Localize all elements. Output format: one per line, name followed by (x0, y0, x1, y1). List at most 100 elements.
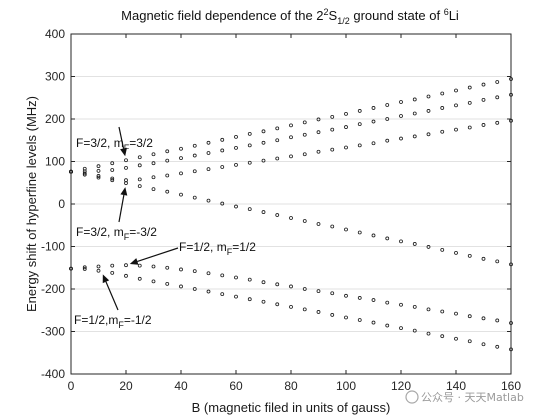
data-point-1 (234, 134, 238, 139)
y-tick-label: -100 (41, 240, 65, 254)
data-point-4 (509, 262, 513, 267)
title-post: ground state of (350, 8, 444, 23)
data-point-2 (82, 169, 87, 174)
data-point-5 (440, 309, 445, 314)
data-point-5 (316, 289, 321, 294)
data-point-3 (96, 174, 101, 178)
x-tick-label: 40 (174, 379, 188, 393)
data-point-2 (261, 140, 266, 145)
data-point-1 (261, 129, 266, 134)
data-point-5 (385, 300, 390, 305)
data-point-3 (371, 141, 376, 146)
ann1-sub: F (124, 232, 130, 242)
data-point-6 (412, 328, 417, 333)
data-point-5 (481, 316, 486, 321)
data-point-1 (192, 143, 197, 148)
data-point-4 (412, 242, 417, 246)
data-point-6 (137, 276, 142, 281)
data-point-2 (96, 168, 101, 173)
data-point-6 (344, 315, 348, 320)
data-point-2 (316, 130, 321, 135)
data-point-6 (124, 273, 128, 278)
data-point-3 (302, 152, 307, 157)
data-point-3 (495, 120, 500, 125)
data-point-2 (302, 132, 307, 137)
data-point-1 (371, 106, 376, 110)
x-tick-label: 160 (501, 379, 521, 393)
data-point-6 (82, 267, 87, 271)
annotation-arrow (118, 126, 125, 149)
data-point-2 (509, 92, 513, 97)
arrows-layer (102, 126, 179, 311)
data-point-1 (330, 114, 335, 119)
data-point-6 (440, 334, 445, 339)
data-point-3 (344, 145, 348, 150)
data-point-6 (330, 313, 335, 317)
data-point-2 (137, 163, 142, 168)
y-tick-label: 200 (45, 112, 65, 126)
y-axis-label: Energy shift of hyperfine levels (MHz) (24, 96, 39, 312)
x-tick-label: 60 (229, 379, 243, 393)
data-point-4 (234, 204, 238, 209)
title-sub: 1/2 (337, 16, 350, 26)
data-point-6 (110, 270, 115, 275)
data-point-4 (206, 198, 211, 203)
data-point-1 (82, 166, 87, 171)
title-mid: S (329, 8, 338, 23)
data-point-3 (192, 169, 197, 174)
data-point-1 (206, 140, 211, 145)
data-point-1 (385, 103, 390, 107)
data-point-2 (385, 117, 390, 121)
x-tick-label: 80 (284, 379, 298, 393)
data-point-6 (316, 310, 321, 314)
data-point-4 (192, 195, 197, 200)
y-tick-label: 100 (45, 155, 65, 169)
data-point-6 (165, 281, 170, 286)
data-point-1 (137, 155, 142, 160)
data-point-4 (316, 222, 321, 226)
data-point-1 (124, 158, 128, 163)
data-point-5 (302, 287, 307, 291)
annotation-arrow (105, 281, 119, 311)
data-point-6 (371, 320, 376, 325)
data-point-5 (220, 273, 225, 278)
data-point-6 (220, 292, 225, 297)
data-point-2 (206, 151, 211, 155)
annotation-f32-mf32: F=3/2, mF=3/2 (76, 136, 153, 153)
data-point-1 (179, 146, 183, 151)
data-point-5 (412, 304, 417, 309)
data-point-5 (275, 282, 280, 287)
data-point-5 (179, 267, 183, 272)
data-point-4 (110, 178, 115, 183)
data-point-6 (467, 339, 472, 344)
data-point-1 (247, 131, 252, 136)
data-point-2 (179, 156, 183, 161)
data-point-3 (509, 118, 513, 123)
data-point-5 (454, 311, 458, 316)
annotation-arrow (118, 194, 125, 223)
data-point-2 (344, 125, 348, 129)
data-point-3 (220, 165, 225, 169)
data-point-6 (495, 344, 500, 349)
data-point-4 (357, 230, 362, 235)
data-point-3 (247, 160, 252, 165)
ann3-tail: =-1/2 (124, 313, 152, 327)
data-point-5 (206, 271, 211, 276)
data-point-3 (481, 123, 486, 127)
data-point-4 (247, 207, 252, 212)
data-point-1 (495, 80, 500, 84)
data-point-3 (330, 147, 335, 152)
data-point-6 (275, 302, 280, 307)
data-point-1 (289, 123, 293, 128)
data-point-1 (275, 126, 280, 131)
data-point-6 (206, 289, 211, 294)
data-point-4 (385, 236, 390, 241)
data-point-6 (481, 342, 486, 347)
x-tick-label: 0 (68, 379, 75, 393)
data-point-6 (261, 299, 266, 304)
data-point-5 (399, 302, 403, 307)
data-point-2 (467, 100, 472, 105)
